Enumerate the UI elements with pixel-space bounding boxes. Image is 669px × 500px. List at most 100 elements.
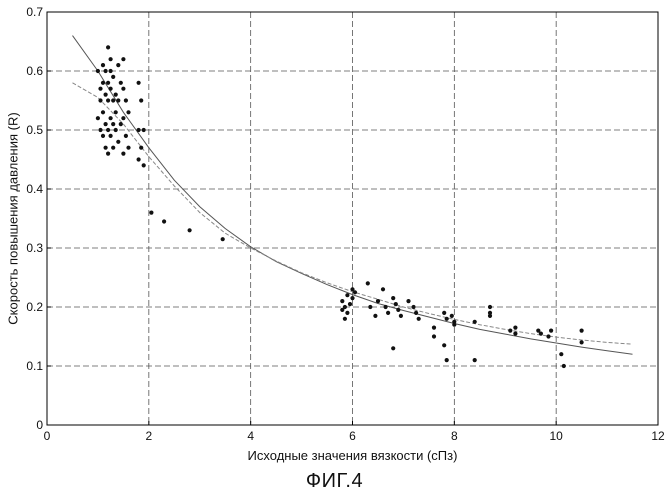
data-point — [386, 311, 390, 315]
data-point — [119, 122, 123, 126]
data-point — [366, 281, 370, 285]
data-point — [353, 290, 357, 294]
data-point — [580, 329, 584, 333]
grid-lines — [47, 12, 658, 425]
data-point — [488, 305, 492, 309]
data-point — [142, 128, 146, 132]
data-point — [580, 340, 584, 344]
x-tick-label: 12 — [651, 429, 665, 443]
data-point — [394, 302, 398, 306]
data-point — [111, 122, 115, 126]
data-point — [104, 122, 108, 126]
data-point — [126, 146, 130, 150]
data-point — [414, 311, 418, 315]
y-tick-label: 0.6 — [26, 64, 43, 78]
data-point — [559, 352, 563, 356]
data-point — [343, 305, 347, 309]
data-point — [513, 332, 517, 336]
data-point — [137, 128, 141, 132]
data-point — [188, 228, 192, 232]
y-tick-label: 0.5 — [26, 123, 43, 137]
data-point — [114, 128, 118, 132]
data-point — [109, 116, 113, 120]
data-point — [442, 343, 446, 347]
y-tick-label: 0.3 — [26, 241, 43, 255]
scatter-chart: 024681012 00.10.20.30.40.50.60.7 Исходны… — [0, 0, 669, 470]
data-point — [391, 296, 395, 300]
data-point — [116, 140, 120, 144]
data-point — [445, 358, 449, 362]
data-point — [116, 98, 120, 102]
x-tick-label: 2 — [145, 429, 152, 443]
data-point — [396, 308, 400, 312]
data-point — [106, 152, 110, 156]
figure-caption: ФИГ.4 — [0, 470, 669, 493]
data-point — [106, 128, 110, 132]
data-point — [101, 81, 105, 85]
x-tick-label: 8 — [451, 429, 458, 443]
data-point — [109, 134, 113, 138]
data-point — [384, 305, 388, 309]
y-tick-label: 0.2 — [26, 300, 43, 314]
data-point — [508, 329, 512, 333]
data-point — [442, 311, 446, 315]
y-axis-label: Скорость повышения давления (R) — [5, 112, 20, 324]
data-point — [137, 157, 141, 161]
data-point — [562, 364, 566, 368]
data-point — [345, 311, 349, 315]
data-point — [121, 116, 125, 120]
data-point — [432, 326, 436, 330]
data-point — [109, 57, 113, 61]
data-point — [121, 57, 125, 61]
data-point — [101, 134, 105, 138]
data-point — [343, 317, 347, 321]
data-point — [109, 87, 113, 91]
x-tick-label: 6 — [349, 429, 356, 443]
data-point — [98, 98, 102, 102]
data-point — [104, 93, 108, 97]
data-point — [452, 323, 456, 327]
data-point — [513, 326, 517, 330]
data-point — [137, 81, 141, 85]
data-point — [348, 302, 352, 306]
data-point — [104, 69, 108, 73]
data-point — [111, 146, 115, 150]
data-point — [111, 75, 115, 79]
data-point — [345, 293, 349, 297]
data-point — [399, 314, 403, 318]
data-point — [473, 358, 477, 362]
data-point — [124, 134, 128, 138]
data-point — [121, 87, 125, 91]
data-point — [139, 146, 143, 150]
data-point — [417, 317, 421, 321]
data-point — [340, 299, 344, 303]
data-point — [96, 116, 100, 120]
data-point — [473, 320, 477, 324]
data-point — [98, 87, 102, 91]
data-point — [114, 93, 118, 97]
data-point — [546, 334, 550, 338]
data-point — [121, 152, 125, 156]
data-point — [119, 81, 123, 85]
data-point — [432, 334, 436, 338]
data-point — [101, 110, 105, 114]
data-point — [142, 163, 146, 167]
data-point — [391, 346, 395, 350]
x-tick-label: 10 — [549, 429, 563, 443]
data-point — [114, 110, 118, 114]
data-point — [96, 69, 100, 73]
data-point — [539, 332, 543, 336]
data-point — [116, 63, 120, 67]
data-point — [221, 237, 225, 241]
data-point — [149, 211, 153, 215]
data-point — [139, 98, 143, 102]
data-point — [126, 110, 130, 114]
data-point — [124, 98, 128, 102]
data-point — [368, 305, 372, 309]
data-point — [106, 98, 110, 102]
data-point — [412, 305, 416, 309]
data-point — [162, 219, 166, 223]
data-point — [406, 299, 410, 303]
data-point — [373, 314, 377, 318]
data-point — [350, 296, 354, 300]
